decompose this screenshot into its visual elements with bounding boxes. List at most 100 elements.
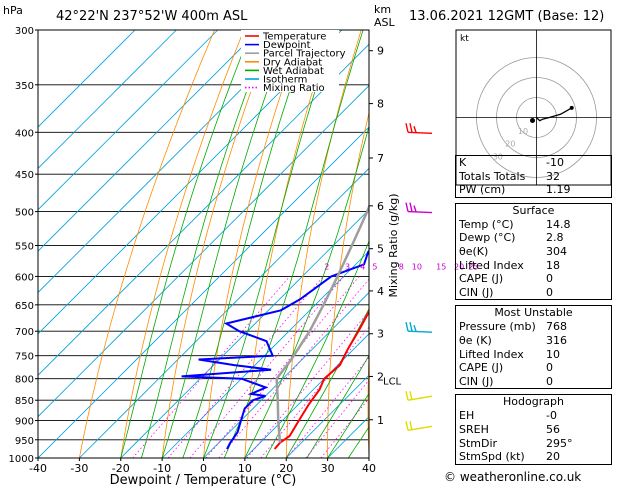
isotherm-line [38, 30, 219, 211]
isotherm-line [203, 291, 369, 458]
dry-adiabat-line [120, 30, 245, 458]
hodograph-ring-label: 20 [505, 140, 515, 149]
surface-index-row: θe(K) 304 [456, 245, 611, 259]
hodograph-index-row: EH -0 [456, 409, 611, 423]
copyright-footer: © weatheronline.co.uk [444, 470, 582, 484]
wet-adiabat-line [285, 307, 369, 458]
most-unstable-index-row: CIN (J) 0 [456, 375, 611, 389]
altitude-tick-label: 3 [377, 328, 384, 341]
mixing-ratio-label: 10 [412, 263, 422, 272]
wind-barb-flag [413, 205, 417, 212]
wet-adiabat-line [182, 30, 311, 458]
wind-barb-flag [409, 421, 413, 431]
most-unstable-index-row: CAPE (J) 0 [456, 361, 611, 375]
surface-index-row: CIN (J) 0 [456, 286, 611, 300]
pressure-tick-label: 850 [15, 396, 34, 407]
surface-index-label: Dewp (°C) [459, 231, 516, 245]
asl-label: ASL [374, 16, 396, 29]
most-unstable-index-value: 0 [546, 374, 553, 388]
hodograph-index-label: EH [459, 409, 475, 423]
isotherm-line [38, 30, 136, 128]
most-unstable-index-value: 10 [546, 347, 560, 361]
altitude-tick-label: 2 [377, 370, 384, 383]
isotherm-line [38, 126, 369, 458]
mixing-ratio-label: 3 [345, 263, 350, 272]
temperature-tick-label: -10 [153, 462, 171, 475]
surface-index-value: 304 [546, 244, 567, 258]
wind-barb-flag [409, 123, 413, 133]
hodograph-index-label: StmSpd (kt) [459, 450, 525, 464]
temperature-tick-label: -30 [70, 462, 88, 475]
most-unstable-index-label: Lifted Index [459, 347, 524, 361]
most-unstable-box: Most Unstable Pressure (mb) 768 θe (K) 316 L… [455, 305, 612, 390]
hodograph-index-row: StmDir 295° [456, 437, 611, 451]
wind-barb [405, 421, 433, 431]
dry-adiabat-line [203, 30, 303, 458]
general-index-value: 32 [546, 169, 560, 183]
altitude-tick-label: 8 [377, 98, 384, 111]
surface-box: Surface Temp (°C) 14.8 Dewp (°C) 2.8 θe(K) 30… [455, 202, 612, 301]
wind-barb-shaft [407, 330, 433, 333]
mixing-ratio-line [246, 310, 369, 458]
altitude-tick-label: 9 [377, 45, 384, 58]
general-index-label: K [459, 156, 467, 169]
isotherm-line [79, 167, 369, 458]
surface-index-label: θe(K) [459, 244, 489, 258]
wet-adiabat-line [265, 239, 369, 458]
pressure-tick-label: 550 [15, 241, 34, 252]
legend-label: Wet Adiabat [263, 66, 324, 77]
wind-barb-flag [405, 391, 409, 401]
surface-index-row: CAPE (J) 0 [456, 272, 611, 286]
hodograph-indices-box: Hodograph EH -0 SREH 56 StmDir 295° StmSpd (kt… [455, 394, 612, 465]
dewpoint-profile-line [181, 249, 369, 450]
temperature-tick-label: 30 [321, 462, 335, 475]
most-unstable-index-row: Lifted Index 10 [456, 348, 611, 362]
isotherm-line [244, 333, 369, 458]
wet-adiabat-line [203, 30, 336, 458]
most-unstable-index-row: Pressure (mb) 768 [456, 320, 611, 334]
most-unstable-index-value: 0 [546, 361, 553, 375]
mixing-ratio-line [132, 276, 291, 458]
x-axis-label: Dewpoint / Temperature (°C) [110, 473, 297, 486]
surface-index-value: 2.8 [546, 231, 564, 245]
surface-index-row: Dewp (°C) 2.8 [456, 231, 611, 245]
wind-barb-flag [413, 126, 417, 133]
hpa-label: hPa [3, 4, 23, 17]
wet-adiabat-line [244, 125, 369, 458]
datetime-title: 13.06.2021 12GMT (Base: 12) [409, 9, 604, 24]
isotherm-line [38, 43, 369, 376]
hodograph-index-label: StmDir [459, 436, 498, 450]
hodograph-index-value: 20 [546, 450, 560, 464]
altitude-tick-label: 1 [377, 414, 384, 427]
wind-barb-flag [409, 391, 413, 401]
dry-adiabat-line [367, 347, 369, 458]
surface-index-label: CAPE (J) [459, 272, 504, 286]
most-unstable-index-label: Pressure (mb) [459, 320, 536, 334]
legend-label: Dry Adiabat [263, 57, 322, 68]
wet-adiabat-line [306, 354, 369, 458]
wind-barb-flag [405, 123, 409, 133]
dry-adiabat-line [161, 30, 274, 458]
dry-adiabat-line [244, 30, 333, 458]
pressure-tick-label: 700 [15, 327, 34, 338]
isotherm-line [38, 30, 343, 335]
isotherm-line [38, 85, 369, 418]
dry-adiabat-line [79, 30, 215, 458]
parcel-trajectory-profile-line [275, 203, 369, 443]
pressure-tick-label: 1000 [9, 454, 34, 465]
mixing-ratio-label: 4 [360, 263, 365, 272]
pressure-tick-label: 900 [15, 417, 34, 428]
legend-label: Temperature [262, 32, 326, 43]
hodograph-index-value: -0 [546, 409, 557, 423]
temperature-tick-label: -40 [29, 462, 47, 475]
pressure-tick-label: 400 [15, 128, 34, 139]
general-index-value: -10 [546, 156, 564, 169]
wind-barb-flag [409, 322, 413, 332]
hodograph-end-point [569, 105, 574, 110]
mixing-ratio-line [189, 276, 345, 458]
isotherm-line [38, 30, 260, 252]
surface-index-value: 0 [546, 285, 553, 299]
surface-index-value: 18 [546, 258, 560, 272]
mixing-ratio-line [218, 278, 369, 458]
